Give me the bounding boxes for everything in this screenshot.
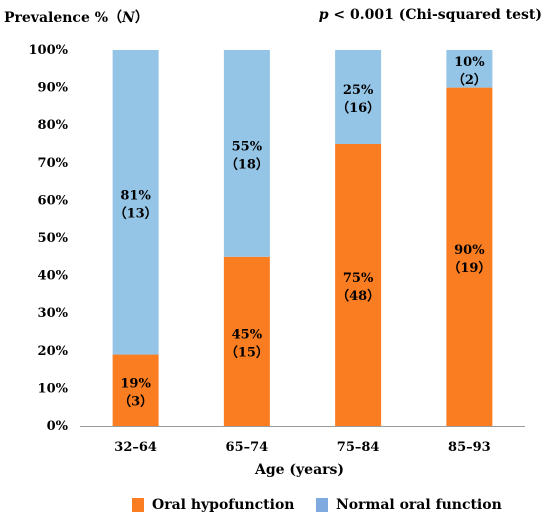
data-label-count: （19） <box>447 260 491 276</box>
y-tick-label: 0% <box>47 419 69 434</box>
bar-normal <box>112 50 159 355</box>
bar-normal <box>446 50 493 88</box>
stacked-bar-chart: 0% 10% 20% 30% 40% 50% 60% 70% 80% 90% 100% 19% （3） 8… <box>29 43 525 478</box>
x-tick-label: 32–64 <box>114 440 157 455</box>
y-axis-title-close: ） <box>134 10 149 26</box>
bar-hypofunction <box>446 87 493 426</box>
legend-label-hypofunction: Oral hypofunction <box>152 497 295 513</box>
data-label-count: （3） <box>118 393 153 409</box>
y-tick-label: 90% <box>38 81 69 96</box>
bar-normal <box>335 50 382 144</box>
significance-p: p <box>318 7 329 23</box>
data-label-percent: 55% <box>232 139 263 154</box>
data-label-percent: 75% <box>343 271 374 286</box>
data-label-count: （48） <box>336 288 380 304</box>
data-label-percent: 81% <box>120 188 151 203</box>
bar-hypofunction <box>335 144 382 426</box>
legend-item-normal: Normal oral function <box>316 497 502 513</box>
legend-item-hypofunction: Oral hypofunction <box>132 497 294 513</box>
y-axis-title-n: N <box>122 10 135 26</box>
data-label-count: （18） <box>225 156 269 172</box>
y-tick-label: 20% <box>38 344 69 359</box>
data-label-percent: 10% <box>454 55 485 70</box>
data-label-percent: 90% <box>454 243 485 258</box>
data-label-count: （13） <box>114 205 158 221</box>
bar-normal <box>223 50 270 257</box>
y-tick-label: 40% <box>38 269 69 284</box>
legend-swatch-hypofunction <box>132 498 144 512</box>
data-label-count: （16） <box>336 100 380 116</box>
x-tick-label: 75–84 <box>337 440 380 455</box>
x-tick-label: 85–93 <box>448 440 491 455</box>
data-label-percent: 25% <box>343 83 374 98</box>
y-tick-label: 30% <box>38 306 69 321</box>
y-tick-label: 60% <box>38 193 69 208</box>
legend-label-normal: Normal oral function <box>336 497 502 513</box>
y-tick-label: 70% <box>38 156 69 171</box>
significance-text: < 0.001 (Chi-squared test) <box>328 7 542 23</box>
bar-hypofunction <box>112 354 159 426</box>
y-tick-label: 50% <box>38 231 69 246</box>
y-axis-title-text: Prevalence %（ <box>4 10 123 26</box>
x-axis-title: Age (years) <box>254 462 344 478</box>
legend-swatch-normal <box>316 498 328 512</box>
data-label-percent: 19% <box>120 376 151 391</box>
bar-hypofunction <box>223 256 270 426</box>
y-axis-title: Prevalence %（N） <box>4 7 149 27</box>
y-tick-label: 10% <box>38 381 69 396</box>
data-label-percent: 45% <box>232 327 263 342</box>
significance-note: p < 0.001 (Chi-squared test) <box>319 7 542 23</box>
data-label-count: （2） <box>452 72 487 88</box>
data-label-count: （15） <box>225 344 269 360</box>
y-tick-label: 100% <box>29 43 69 58</box>
x-tick-label: 65–74 <box>226 440 269 455</box>
y-tick-label: 80% <box>38 118 69 133</box>
legend: Oral hypofunction Normal oral function <box>0 497 550 521</box>
